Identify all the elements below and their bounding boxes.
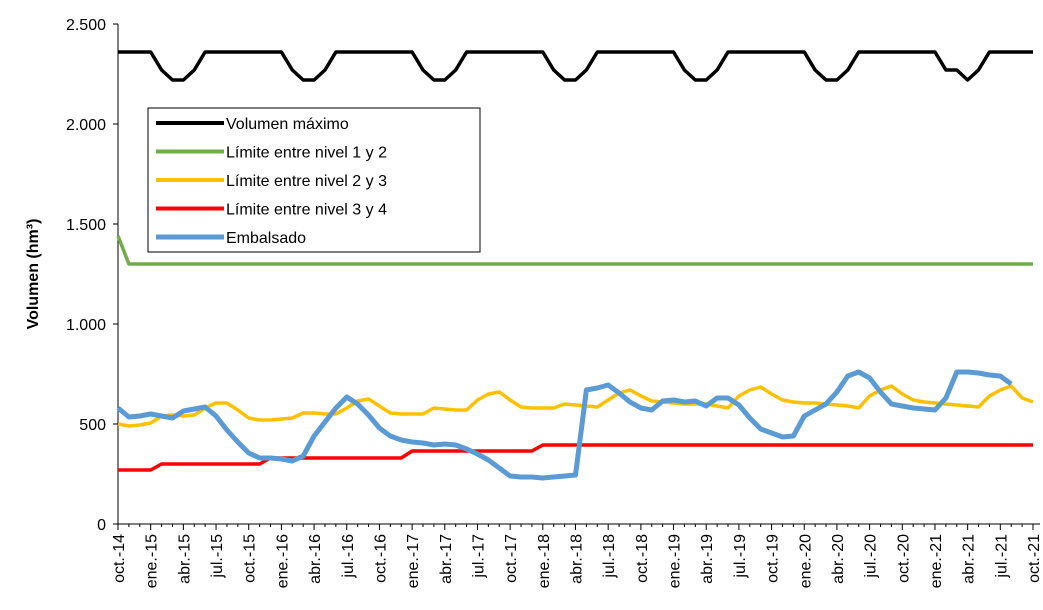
x-tick-label: jul.-20 — [863, 534, 880, 579]
y-axis-label: Volumen (hm³) — [25, 219, 42, 330]
x-tick-label: ene.-20 — [797, 534, 814, 588]
y-tick-label: 500 — [79, 417, 106, 434]
x-tick-label: jul.-19 — [732, 534, 749, 579]
legend-label: Volumen máximo — [226, 116, 349, 133]
x-tick-label: abr.-18 — [569, 534, 586, 584]
legend-label: Límite entre nivel 3 y 4 — [226, 202, 387, 219]
x-tick-label: oct.-14 — [111, 534, 128, 583]
x-tick-label: oct.-15 — [242, 534, 259, 583]
y-tick-label: 2.000 — [66, 117, 106, 134]
series-line — [118, 50, 1033, 82]
x-tick-label: oct.-21 — [1026, 534, 1043, 583]
x-tick-label: jul.-16 — [340, 534, 357, 579]
x-tick-label: ene.-15 — [144, 534, 161, 588]
x-tick-label: jul.-21 — [993, 534, 1010, 579]
x-tick-label: ene.-18 — [536, 534, 553, 588]
series-line — [116, 369, 1013, 481]
x-tick-label: ene.-19 — [667, 534, 684, 588]
x-tick-label: abr.-15 — [176, 534, 193, 584]
x-tick-label: jul.-17 — [470, 534, 487, 579]
x-tick-label: ene.-16 — [274, 534, 291, 588]
y-tick-label: 2.500 — [66, 17, 106, 34]
x-tick-label: jul.-15 — [209, 534, 226, 579]
legend-label: Límite entre nivel 1 y 2 — [226, 145, 387, 162]
y-tick-label: 0 — [97, 517, 106, 534]
x-tick-label: oct.-18 — [634, 534, 651, 583]
x-tick-label: oct.-17 — [503, 534, 520, 583]
x-tick-label: ene.-21 — [928, 534, 945, 588]
x-tick-label: ene.-17 — [405, 534, 422, 588]
x-tick-label: abr.-20 — [830, 534, 847, 584]
x-tick-label: abr.-16 — [307, 534, 324, 584]
series-line — [116, 235, 1033, 266]
legend-label: Límite entre nivel 2 y 3 — [226, 173, 387, 190]
x-tick-label: abr.-17 — [438, 534, 455, 584]
x-tick-label: jul.-18 — [601, 534, 618, 579]
y-tick-label: 1.500 — [66, 217, 106, 234]
x-tick-label: oct.-20 — [895, 534, 912, 583]
x-tick-label: abr.-21 — [961, 534, 978, 584]
x-tick-label: oct.-19 — [765, 534, 782, 583]
x-tick-label: oct.-16 — [372, 534, 389, 583]
x-tick-label: abr.-19 — [699, 534, 716, 584]
y-tick-label: 1.000 — [66, 317, 106, 334]
legend-label: Embalsado — [226, 230, 306, 247]
